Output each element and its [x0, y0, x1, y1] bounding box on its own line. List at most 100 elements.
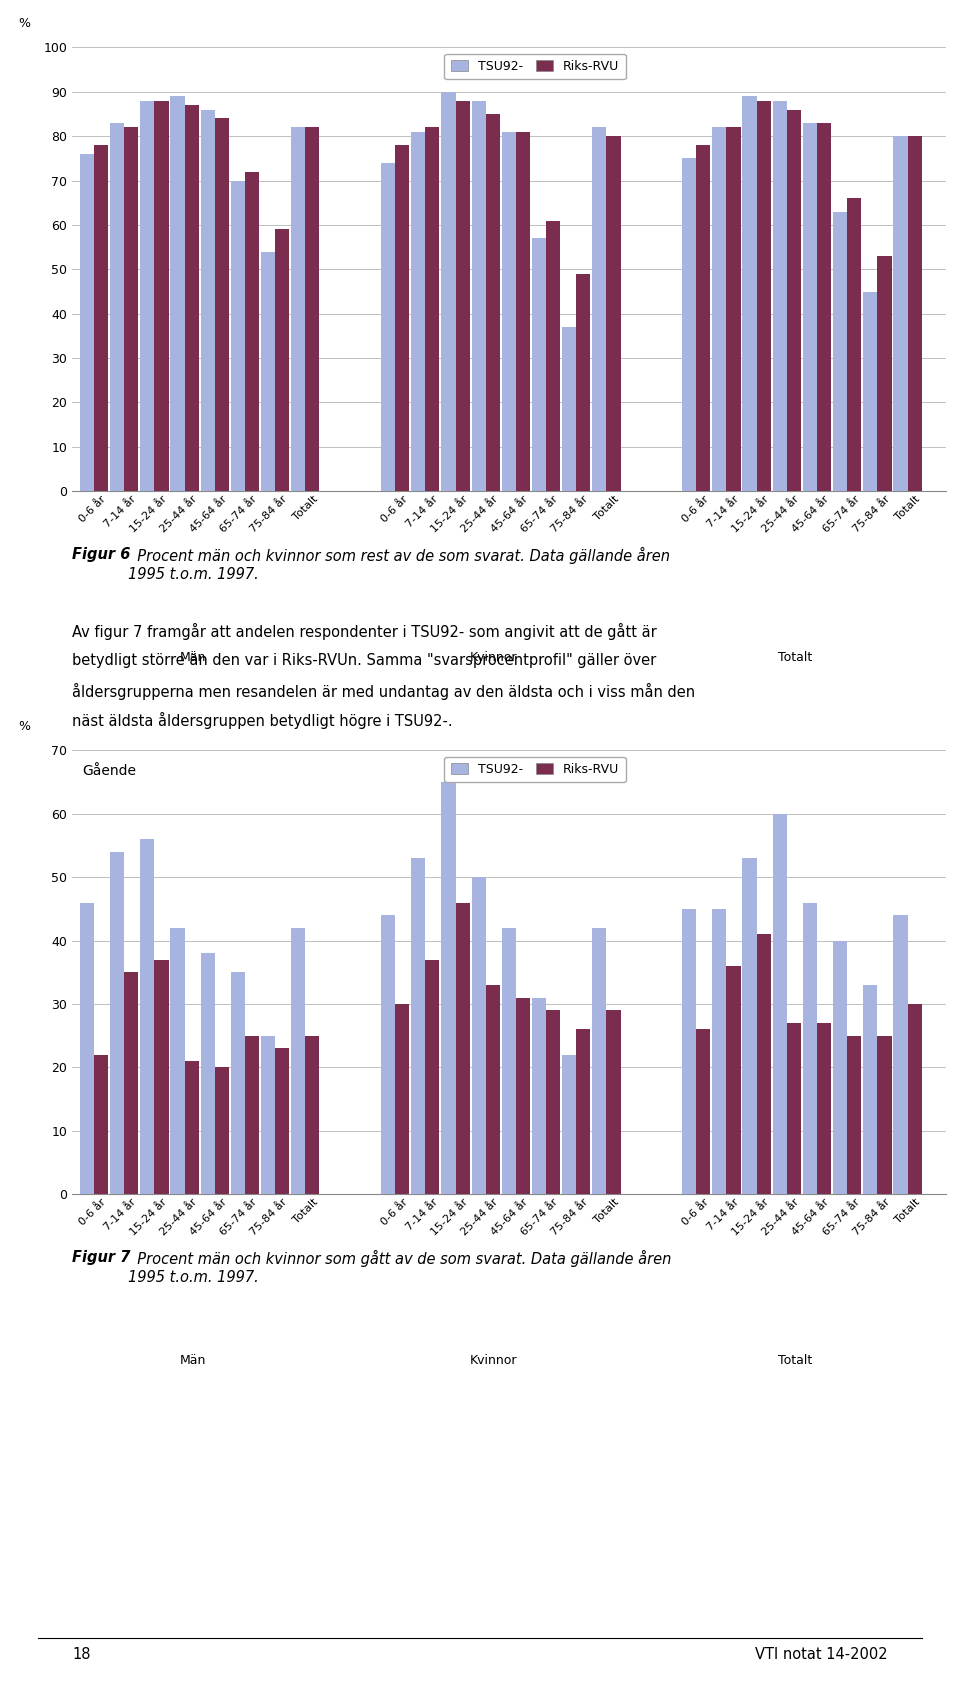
Bar [516, 132, 530, 491]
Bar [742, 97, 756, 491]
Bar [305, 127, 320, 491]
Bar [907, 1005, 922, 1194]
Bar [833, 212, 848, 491]
Bar [442, 783, 455, 1194]
Bar [592, 127, 607, 491]
Bar [712, 910, 727, 1194]
Bar [576, 1030, 590, 1194]
Bar [184, 1060, 199, 1194]
Bar [245, 171, 259, 491]
Bar [170, 97, 184, 491]
Bar [607, 136, 620, 491]
Bar [756, 100, 771, 491]
Text: Män: Män [180, 650, 205, 664]
Text: %: % [18, 720, 30, 734]
Bar [863, 291, 877, 491]
Bar [592, 928, 607, 1194]
Bar [471, 100, 486, 491]
Text: Totalt: Totalt [778, 1354, 812, 1367]
Bar [907, 136, 922, 491]
Bar [863, 984, 877, 1194]
Bar [877, 256, 892, 491]
Legend: TSU92-, Riks-RVU: TSU92-, Riks-RVU [444, 757, 626, 783]
Bar [261, 252, 276, 491]
Text: åldersgrupperna men resandelen är med undantag av den äldsta och i viss mån den: åldersgrupperna men resandelen är med un… [72, 683, 695, 700]
Bar [546, 1010, 561, 1194]
Bar [894, 915, 907, 1194]
Text: Procent män och kvinnor som gått av de som svarat. Data gällande åren
1995 t.o.m: Procent män och kvinnor som gått av de s… [128, 1250, 671, 1284]
Bar [124, 972, 138, 1194]
Bar [696, 146, 710, 491]
Bar [696, 1030, 710, 1194]
Bar [848, 1035, 861, 1194]
Bar [215, 1067, 228, 1194]
Bar [532, 998, 546, 1194]
Bar [833, 940, 848, 1194]
Bar [396, 146, 409, 491]
Bar [607, 1010, 620, 1194]
Bar [124, 127, 138, 491]
Bar [455, 100, 469, 491]
Bar [201, 954, 215, 1194]
Text: Män: Män [180, 1354, 205, 1367]
Bar [425, 960, 440, 1194]
Bar [486, 984, 500, 1194]
Bar [817, 124, 831, 491]
Bar [140, 839, 155, 1194]
Bar [94, 146, 108, 491]
Bar [756, 935, 771, 1194]
Text: näst äldsta åldersgruppen betydligt högre i TSU92-.: näst äldsta åldersgruppen betydligt högr… [72, 711, 452, 730]
Bar [894, 136, 907, 491]
Bar [773, 813, 787, 1194]
Bar [411, 132, 425, 491]
Bar [276, 229, 289, 491]
Bar [455, 903, 469, 1194]
Bar [425, 127, 440, 491]
Text: Figur 6: Figur 6 [72, 547, 131, 562]
Bar [502, 928, 516, 1194]
Bar [727, 966, 740, 1194]
Bar [396, 1005, 409, 1194]
Text: 18: 18 [72, 1647, 90, 1662]
Bar [230, 972, 245, 1194]
Bar [201, 110, 215, 491]
Bar [848, 198, 861, 491]
Text: betydligt större än den var i Riks-RVUn. Samma "svarsprocentprofil" gäller över: betydligt större än den var i Riks-RVUn.… [72, 652, 657, 667]
Bar [803, 903, 817, 1194]
Bar [215, 119, 228, 491]
Bar [576, 274, 590, 491]
Text: Kvinnor: Kvinnor [470, 650, 517, 664]
Bar [563, 327, 576, 491]
Bar [170, 928, 184, 1194]
Bar [140, 100, 155, 491]
Text: %: % [18, 17, 30, 30]
Bar [817, 1023, 831, 1194]
Bar [486, 113, 500, 491]
Bar [516, 998, 530, 1194]
Bar [184, 105, 199, 491]
Bar [245, 1035, 259, 1194]
Bar [787, 1023, 801, 1194]
Bar [94, 1055, 108, 1194]
Text: VTI notat 14-2002: VTI notat 14-2002 [756, 1647, 888, 1662]
Bar [411, 859, 425, 1194]
Bar [276, 1049, 289, 1194]
Text: Totalt: Totalt [778, 650, 812, 664]
Bar [381, 915, 396, 1194]
Bar [442, 91, 455, 491]
Text: Gående: Gående [83, 764, 136, 778]
Bar [742, 859, 756, 1194]
Bar [155, 960, 169, 1194]
Bar [155, 100, 169, 491]
Text: Procent män och kvinnor som rest av de som svarat. Data gällande åren
1995 t.o.m: Procent män och kvinnor som rest av de s… [128, 547, 670, 581]
Bar [683, 158, 696, 491]
Bar [291, 127, 305, 491]
Bar [110, 124, 124, 491]
Bar [773, 100, 787, 491]
Bar [110, 852, 124, 1194]
Bar [563, 1055, 576, 1194]
Bar [502, 132, 516, 491]
Bar [787, 110, 801, 491]
Text: Kvinnor: Kvinnor [470, 1354, 517, 1367]
Bar [381, 163, 396, 491]
